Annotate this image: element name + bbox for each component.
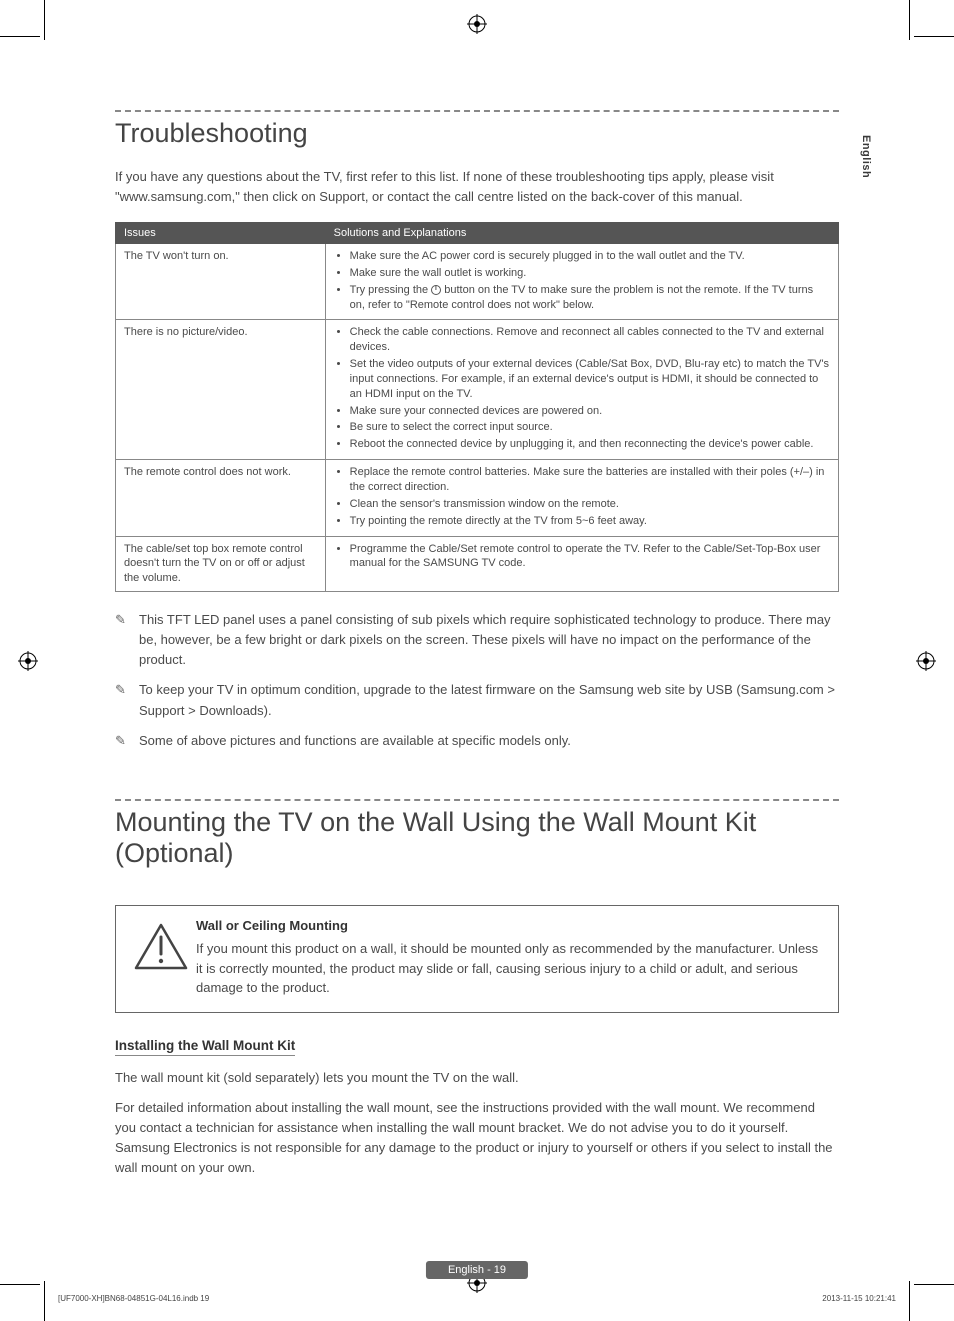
solution-item: Try pointing the remote directly at the … <box>350 514 830 529</box>
table-header-solutions: Solutions and Explanations <box>325 223 838 244</box>
note-item: ✎ Some of above pictures and functions a… <box>115 731 839 751</box>
footer-filename: [UF7000-XH]BN68-04851G-04L16.indb 19 <box>58 1294 209 1303</box>
warning-icon <box>126 916 196 972</box>
solution-item: Try pressing the button on the TV to mak… <box>350 283 830 313</box>
note-icon: ✎ <box>115 680 139 720</box>
warning-box: Wall or Ceiling Mounting If you mount th… <box>115 905 839 1013</box>
solution-item: Be sure to select the correct input sour… <box>350 420 830 435</box>
solution-cell: Check the cable connections. Remove and … <box>325 320 838 460</box>
note-item: ✎ To keep your TV in optimum condition, … <box>115 680 839 720</box>
solution-item: Check the cable connections. Remove and … <box>350 325 830 355</box>
table-row: There is no picture/video. Check the cab… <box>116 320 839 460</box>
section-title-mounting: Mounting the TV on the Wall Using the Wa… <box>115 807 839 869</box>
section-divider <box>115 110 839 112</box>
solution-cell: Make sure the AC power cord is securely … <box>325 244 838 320</box>
solution-item: Make sure the AC power cord is securely … <box>350 249 830 264</box>
solution-cell: Replace the remote control batteries. Ma… <box>325 460 838 536</box>
warning-body: If you mount this product on a wall, it … <box>196 939 824 998</box>
issue-cell: The TV won't turn on. <box>116 244 326 320</box>
table-row: The remote control does not work. Replac… <box>116 460 839 536</box>
warning-title: Wall or Ceiling Mounting <box>196 916 824 936</box>
solution-item: Set the video outputs of your external d… <box>350 357 830 402</box>
issue-cell: The cable/set top box remote control doe… <box>116 536 326 592</box>
solution-item: Clean the sensor's transmission window o… <box>350 497 830 512</box>
power-icon <box>431 285 441 295</box>
solution-item: Programme the Cable/Set remote control t… <box>350 542 830 572</box>
notes-list: ✎ This TFT LED panel uses a panel consis… <box>115 610 839 751</box>
footer-timestamp: 2013-11-15 10:21:41 <box>822 1294 896 1303</box>
body-paragraph: For detailed information about installin… <box>115 1098 839 1179</box>
section-divider <box>115 799 839 801</box>
intro-paragraph: If you have any questions about the TV, … <box>115 167 839 206</box>
note-item: ✎ This TFT LED panel uses a panel consis… <box>115 610 839 670</box>
sub-heading-installing: Installing the Wall Mount Kit <box>115 1038 295 1056</box>
table-row: The cable/set top box remote control doe… <box>116 536 839 592</box>
note-icon: ✎ <box>115 610 139 670</box>
issue-cell: There is no picture/video. <box>116 320 326 460</box>
note-icon: ✎ <box>115 731 139 751</box>
troubleshooting-table: Issues Solutions and Explanations The TV… <box>115 222 839 592</box>
body-paragraph: The wall mount kit (sold separately) let… <box>115 1068 839 1088</box>
table-header-issues: Issues <box>116 223 326 244</box>
section-title-troubleshooting: Troubleshooting <box>115 118 839 149</box>
solution-item: Replace the remote control batteries. Ma… <box>350 465 830 495</box>
page-number-badge: English - 19 <box>426 1261 528 1279</box>
table-row: The TV won't turn on. Make sure the AC p… <box>116 244 839 320</box>
solution-item: Make sure the wall outlet is working. <box>350 266 830 281</box>
solution-item: Reboot the connected device by unpluggin… <box>350 437 830 452</box>
issue-cell: The remote control does not work. <box>116 460 326 536</box>
solution-cell: Programme the Cable/Set remote control t… <box>325 536 838 592</box>
warning-text: Wall or Ceiling Mounting If you mount th… <box>196 916 824 998</box>
page-content: Troubleshooting If you have any question… <box>0 0 954 1229</box>
solution-item: Make sure your connected devices are pow… <box>350 404 830 419</box>
